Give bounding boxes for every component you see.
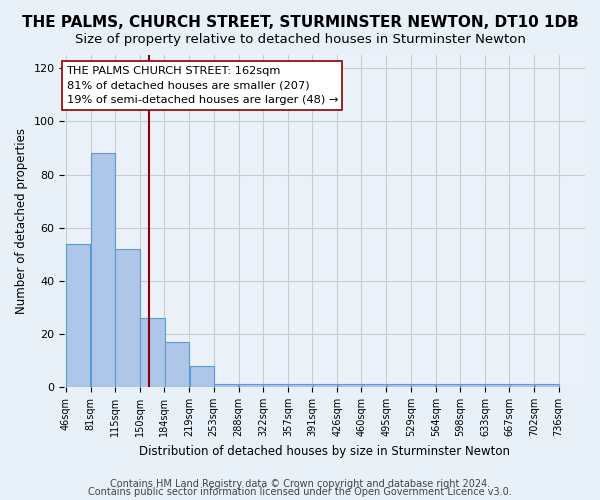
Bar: [214, 384, 238, 387]
Bar: [387, 384, 411, 387]
Bar: [239, 384, 263, 387]
Bar: [411, 384, 436, 387]
Bar: [509, 384, 534, 387]
Bar: [66, 244, 91, 387]
Bar: [263, 384, 287, 387]
X-axis label: Distribution of detached houses by size in Sturminster Newton: Distribution of detached houses by size …: [139, 444, 510, 458]
Bar: [140, 318, 165, 387]
Bar: [288, 384, 313, 387]
Bar: [460, 384, 485, 387]
Text: THE PALMS, CHURCH STREET, STURMINSTER NEWTON, DT10 1DB: THE PALMS, CHURCH STREET, STURMINSTER NE…: [22, 15, 578, 30]
Text: Contains public sector information licensed under the Open Government Licence v3: Contains public sector information licen…: [88, 487, 512, 497]
Bar: [362, 384, 386, 387]
Bar: [485, 384, 509, 387]
Bar: [535, 384, 559, 387]
Text: Size of property relative to detached houses in Sturminster Newton: Size of property relative to detached ho…: [74, 32, 526, 46]
Bar: [436, 384, 460, 387]
Bar: [338, 384, 362, 387]
Text: THE PALMS CHURCH STREET: 162sqm
81% of detached houses are smaller (207)
19% of : THE PALMS CHURCH STREET: 162sqm 81% of d…: [67, 66, 338, 105]
Y-axis label: Number of detached properties: Number of detached properties: [15, 128, 28, 314]
Bar: [165, 342, 189, 387]
Bar: [91, 154, 115, 387]
Bar: [190, 366, 214, 387]
Bar: [115, 249, 140, 387]
Bar: [313, 384, 337, 387]
Text: Contains HM Land Registry data © Crown copyright and database right 2024.: Contains HM Land Registry data © Crown c…: [110, 479, 490, 489]
